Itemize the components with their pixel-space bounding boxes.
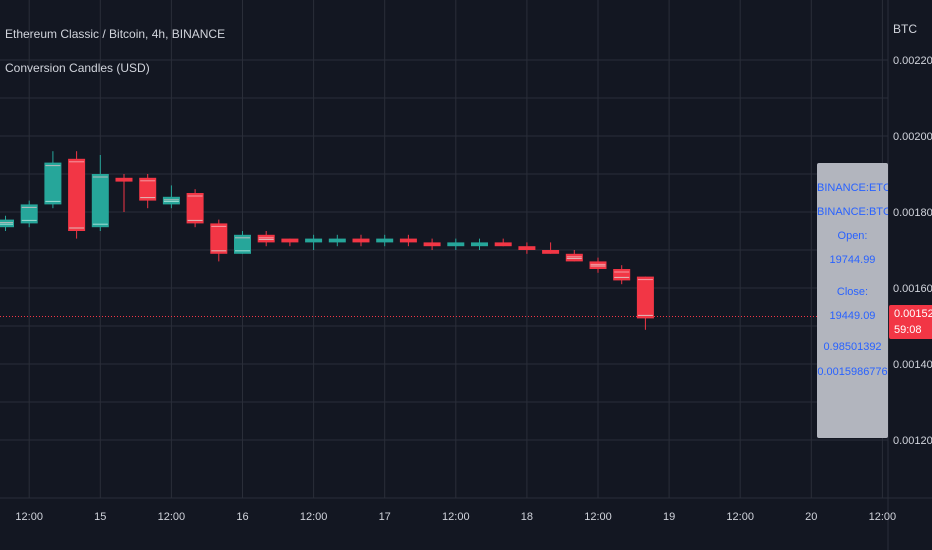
candle: [447, 238, 465, 250]
x-tick-label: 16: [236, 511, 248, 523]
bar-countdown: 59:08: [894, 324, 922, 336]
chart-title[interactable]: Ethereum Classic / Bitcoin, 4h, BINANCE: [5, 27, 226, 41]
candle-body: [565, 253, 583, 262]
x-tick-label: 12:00: [726, 511, 754, 523]
candle: [162, 185, 180, 209]
candle-body: [162, 196, 180, 205]
info-close-label: Close:: [836, 286, 869, 298]
candle-body: [352, 238, 370, 243]
candle-body: [0, 219, 14, 228]
x-tick-label: 18: [521, 511, 533, 523]
candle-body: [234, 234, 251, 254]
time-axis-ticks: 12:00 15 12:00 16 12:00 17 12:00 18 12:00 19 12:00…: [15, 511, 896, 523]
candle-body: [447, 242, 465, 247]
candle: [518, 242, 536, 254]
candle: [376, 234, 394, 247]
candles: [0, 151, 654, 330]
x-tick-label: 15: [94, 511, 106, 523]
x-tick-label: 12:00: [158, 511, 186, 523]
x-tick-label: 12:00: [584, 511, 612, 523]
candle-body: [542, 250, 560, 254]
candle: [281, 238, 299, 247]
indicator-label[interactable]: Conversion Candles (USD): [5, 61, 150, 75]
candle: [234, 231, 251, 254]
candle: [305, 234, 323, 250]
x-tick-label: 12:00: [300, 511, 328, 523]
candle: [352, 234, 370, 247]
y-tick-label: 0.001200: [893, 435, 932, 447]
candle-body: [613, 269, 631, 281]
info-symbol-etcbtc: BINANCE:ETCBTC: [817, 182, 888, 194]
candle-body: [328, 238, 346, 243]
candle: [471, 238, 488, 250]
candle: [139, 174, 157, 209]
candle-body: [399, 238, 417, 243]
x-tick-label: 19: [663, 511, 675, 523]
candle: [68, 151, 86, 239]
x-tick-label: 17: [379, 511, 391, 523]
candle-body: [589, 261, 607, 269]
info-ratio-value: 0.98501392: [823, 341, 882, 353]
candle-body: [91, 174, 109, 228]
x-tick-label: 12:00: [869, 511, 897, 523]
candle: [423, 238, 441, 250]
candle: [91, 155, 109, 231]
candle: [186, 189, 204, 228]
conversion-info-box: BINANCE:ETCBTC BINANCE:BTCUSD Open: 1974…: [817, 163, 888, 438]
candle-body: [68, 158, 86, 231]
candle: [115, 174, 133, 212]
candle-body: [139, 177, 157, 201]
info-symbol-btcusd: BINANCE:BTCUSD: [817, 206, 888, 218]
candle: [542, 242, 560, 254]
candle-body: [471, 242, 488, 247]
candle: [494, 238, 512, 247]
candle-body: [305, 238, 323, 243]
info-open-value: 19744.99: [829, 254, 876, 266]
candle: [44, 151, 62, 209]
candle: [328, 234, 346, 247]
info-price-value: 0.0015986776: [817, 366, 888, 378]
x-tick-label: 20: [805, 511, 817, 523]
candle: [257, 231, 275, 247]
candle-body: [186, 193, 204, 224]
candle: [565, 250, 583, 262]
candle-body: [423, 242, 441, 247]
candle-body: [210, 223, 228, 254]
candle: [20, 200, 38, 228]
candle-body: [115, 177, 133, 182]
candle-body: [281, 238, 299, 243]
candle-body: [636, 276, 654, 319]
candle-body: [518, 246, 536, 250]
x-tick-label: 12:00: [442, 511, 470, 523]
candle: [210, 219, 228, 262]
candle-body: [20, 204, 38, 224]
info-close-value: 19449.09: [829, 310, 876, 322]
candle: [0, 215, 14, 231]
x-tick-label: 12:00: [15, 511, 43, 523]
candle: [589, 257, 607, 273]
candle-body: [376, 238, 394, 243]
candle: [636, 276, 654, 330]
candle-body: [494, 242, 512, 247]
candle-body: [44, 162, 62, 205]
candle-body: [257, 234, 275, 243]
info-open-label: Open:: [837, 230, 868, 242]
candle: [399, 234, 417, 247]
price-axis-unit[interactable]: BTC: [893, 22, 917, 36]
candle: [613, 265, 631, 285]
